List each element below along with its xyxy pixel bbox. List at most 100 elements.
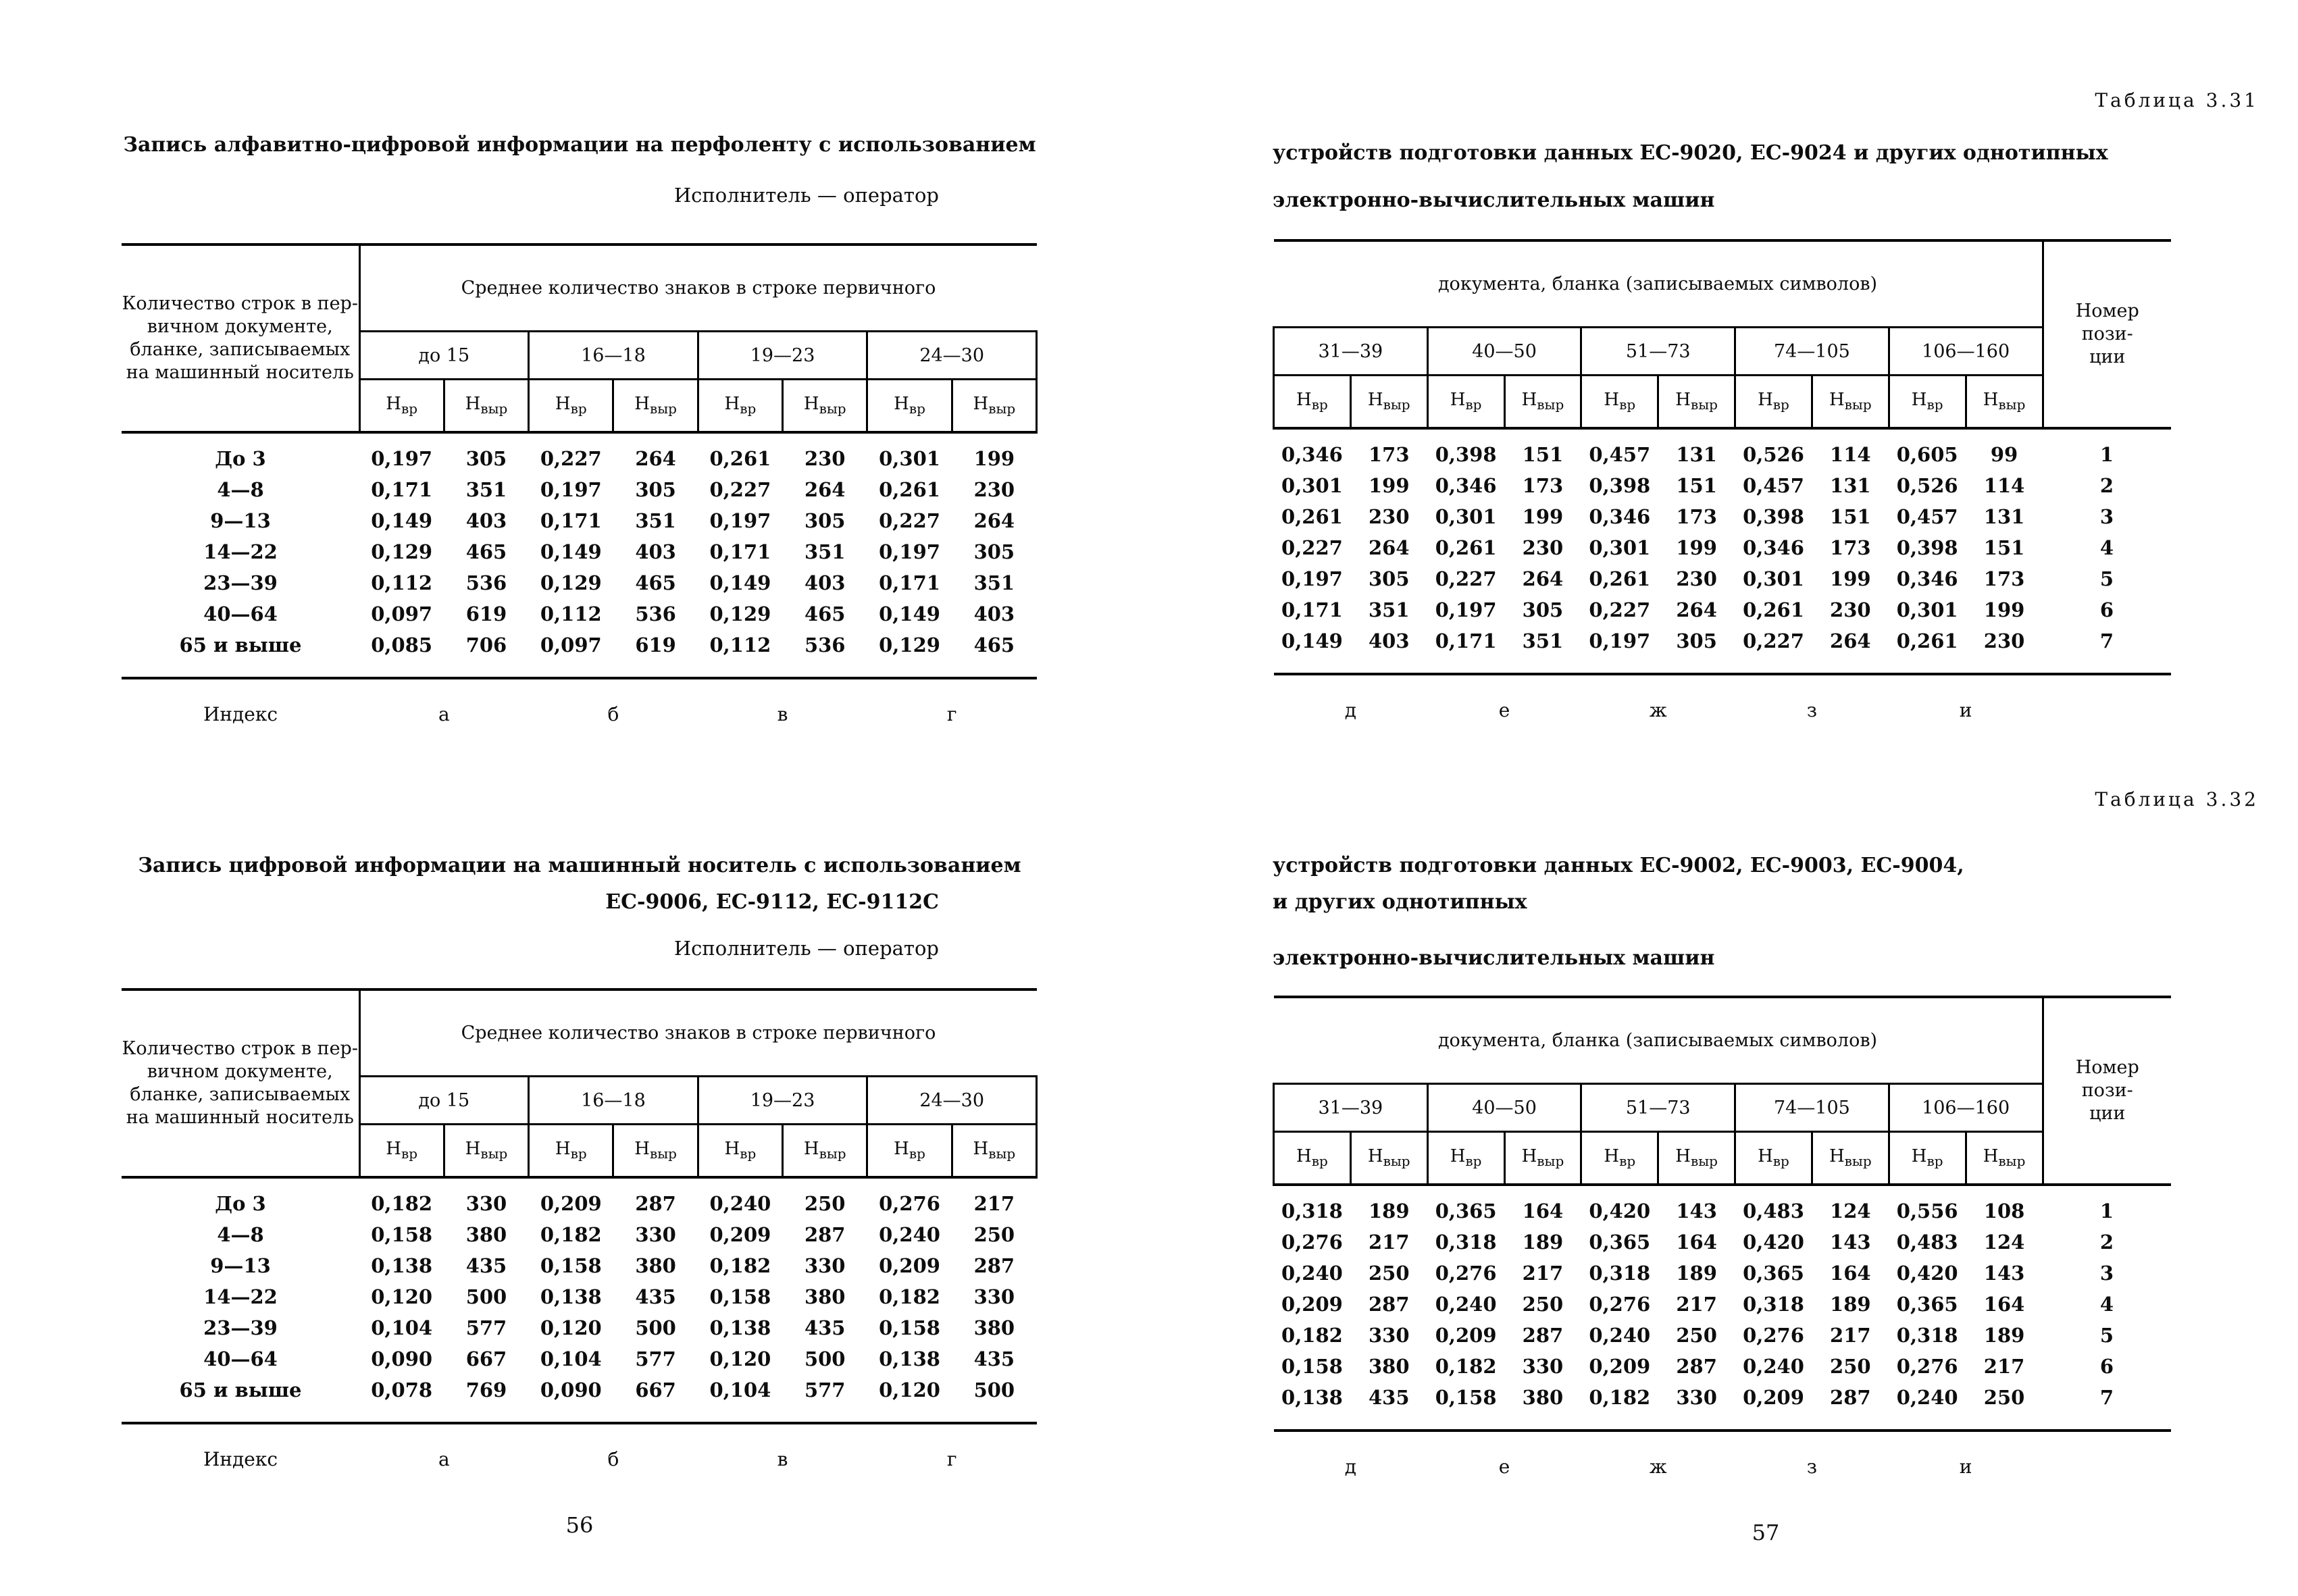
table-cell: 0,171 bbox=[1281, 598, 1343, 621]
table-cell: 199 bbox=[1368, 474, 1410, 497]
table-cell: 0,104 bbox=[371, 1316, 433, 1339]
table-row: 23—39 0,104 577 0,120 500 0,138 435 0,158 380 bbox=[122, 1312, 1037, 1343]
table-cell: 0,120 bbox=[709, 1347, 771, 1370]
table-cell: 465 bbox=[973, 634, 1015, 657]
table-331-title-right-line2: электронно-вычислительных машин bbox=[1273, 188, 1715, 212]
table-row: 0,276 217 0,318 189 0,365 164 0,420 143 0,483 124… bbox=[1274, 1227, 2172, 1258]
index-row: Индекс а б в г bbox=[122, 1422, 1037, 1473]
index-letter: д bbox=[1273, 673, 1428, 724]
table-cell: 0,346 bbox=[1589, 505, 1651, 528]
nvyr-header: Нвыр bbox=[1503, 1131, 1583, 1186]
table-cell: 0,240 bbox=[879, 1223, 940, 1246]
table-cell: 124 bbox=[1830, 1200, 1871, 1222]
table-cell: 500 bbox=[465, 1285, 507, 1308]
table-cell: 189 bbox=[1830, 1293, 1871, 1316]
unit-sub-vyr: выр bbox=[1690, 396, 1718, 413]
table-cell: 0,346 bbox=[1435, 474, 1497, 497]
nvyr-header: Нвыр bbox=[782, 379, 869, 434]
table-cell: 0,318 bbox=[1435, 1231, 1497, 1254]
table-cell: 0,276 bbox=[1435, 1262, 1497, 1285]
nvyr-header: Нвыр bbox=[1657, 1131, 1737, 1186]
unit-sub-vyr: выр bbox=[649, 1145, 677, 1162]
unit-sub-vyr: выр bbox=[988, 401, 1016, 417]
unit-sub-vyr: выр bbox=[988, 1145, 1016, 1162]
table-cell: 0,197 bbox=[371, 447, 433, 470]
table-332-left: Количество строк в пер- вичном документе… bbox=[122, 988, 1038, 1473]
table-cell: 0,171 bbox=[371, 478, 433, 501]
unit-symbol: Н bbox=[1367, 1146, 1383, 1167]
table-cell: 500 bbox=[973, 1379, 1015, 1401]
nvr-header: Нвр bbox=[866, 379, 953, 434]
nvr-header: Нвр bbox=[696, 1124, 784, 1179]
index-letter: и bbox=[1889, 1429, 2043, 1481]
table-cell: 287 bbox=[1830, 1386, 1871, 1409]
unit-sub-vr: вр bbox=[570, 401, 587, 417]
table-cell: 0,420 bbox=[1743, 1231, 1804, 1254]
table-cell: 403 bbox=[1368, 629, 1410, 652]
table-cell: 264 bbox=[1522, 567, 1564, 590]
table-cell: 435 bbox=[1368, 1386, 1410, 1409]
table-row: 0,346 173 0,398 151 0,457 131 0,526 114 0,605 99 1 bbox=[1274, 428, 2172, 470]
table-cell: 305 bbox=[465, 447, 507, 470]
table-cell: 0,398 bbox=[1435, 443, 1497, 466]
row-label: 9—13 bbox=[210, 1254, 271, 1277]
row-header-column-title: Количество строк в пер- вичном документе… bbox=[122, 989, 361, 1179]
table-cell: 189 bbox=[1368, 1200, 1410, 1222]
group-header: Среднее количество знаков в строке перви… bbox=[358, 989, 1037, 1077]
unit-symbol: Н bbox=[465, 394, 481, 415]
table-332-right: документа, бланка (записываемых символов… bbox=[1273, 996, 2171, 1481]
table-cell: 0,526 bbox=[1743, 443, 1804, 466]
table-cell: 230 bbox=[1983, 629, 2025, 652]
position-number: 7 bbox=[2099, 1386, 2114, 1409]
nvyr-header: Нвыр bbox=[442, 379, 530, 434]
table-cell: 151 bbox=[1522, 443, 1564, 466]
table-cell: 124 bbox=[1983, 1231, 2025, 1254]
unit-sub-vyr: выр bbox=[1998, 396, 2026, 413]
nvr-header: Нвр bbox=[1734, 375, 1813, 430]
table-cell: 0,149 bbox=[1281, 629, 1343, 652]
table-cell: 0,240 bbox=[1281, 1262, 1343, 1285]
index-letter: и bbox=[1889, 673, 2043, 724]
range-header: 24—30 bbox=[866, 331, 1038, 380]
table-cell: 330 bbox=[973, 1285, 1015, 1308]
table-cell: 0,097 bbox=[540, 634, 602, 657]
row-label: 40—64 bbox=[203, 602, 278, 625]
index-letter: ж bbox=[1581, 673, 1735, 724]
table-cell: 0,078 bbox=[371, 1379, 433, 1401]
unit-sub-vyr: выр bbox=[649, 401, 677, 417]
table-cell: 0,398 bbox=[1896, 536, 1958, 559]
index-letter: в bbox=[698, 677, 867, 728]
unit-symbol: Н bbox=[1296, 1146, 1312, 1167]
table-cell: 0,182 bbox=[1435, 1355, 1497, 1378]
table-cell: 0,556 bbox=[1896, 1200, 1958, 1222]
table-cell: 0,261 bbox=[1435, 536, 1497, 559]
table-cell: 0,457 bbox=[1743, 474, 1804, 497]
nvr-header: Нвр bbox=[1426, 375, 1506, 430]
right-page: Таблица 3.31 устройств подготовки данных… bbox=[1273, 0, 2259, 1545]
table-cell: 351 bbox=[804, 540, 846, 563]
row-label: 23—39 bbox=[203, 1316, 278, 1339]
table-cell: 173 bbox=[1983, 567, 2025, 590]
table-cell: 173 bbox=[1676, 505, 1717, 528]
table-cell: 0,129 bbox=[371, 540, 433, 563]
position-number: 6 bbox=[2099, 598, 2114, 621]
table-cell: 0,483 bbox=[1896, 1231, 1958, 1254]
table-cell: 435 bbox=[973, 1347, 1015, 1370]
unit-symbol: Н bbox=[1829, 1146, 1845, 1167]
index-letter: г bbox=[867, 677, 1037, 728]
row-label: 65 и выше bbox=[179, 634, 302, 657]
table-cell: 0,171 bbox=[1435, 629, 1497, 652]
index-letter: д bbox=[1273, 1429, 1428, 1481]
nvr-header: Нвр bbox=[1887, 1131, 1967, 1186]
table-cell: 500 bbox=[804, 1347, 846, 1370]
index-label: Индекс bbox=[122, 1422, 359, 1473]
table-row: 0,182 330 0,209 287 0,240 250 0,276 217 0,318 189… bbox=[1274, 1320, 2172, 1351]
position-number: 6 bbox=[2099, 1355, 2114, 1378]
table-cell: 173 bbox=[1368, 443, 1410, 466]
nvyr-header: Нвыр bbox=[950, 1124, 1038, 1179]
table-cell: 0,261 bbox=[1281, 505, 1343, 528]
table-cell: 769 bbox=[465, 1379, 507, 1401]
position-number: 1 bbox=[2099, 1200, 2114, 1222]
unit-sub-vyr: выр bbox=[819, 1145, 846, 1162]
table-cell: 0,261 bbox=[709, 447, 771, 470]
